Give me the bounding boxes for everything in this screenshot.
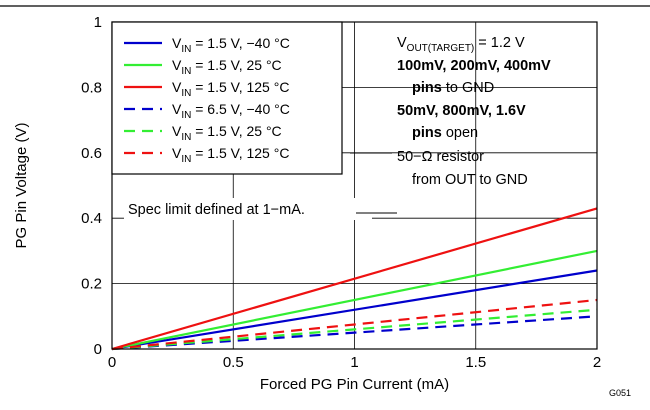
series-group — [111, 207, 598, 351]
spec-limit-note: Spec limit defined at 1−mA. — [128, 202, 305, 218]
series-line — [111, 269, 598, 351]
annotations: VOUT(TARGET) = 1.2 V 100mV, 200mV, 400mV p… — [124, 35, 551, 220]
x-tick-label: 2 — [593, 354, 601, 371]
x-axis-label: Forced PG Pin Current (mA) — [260, 376, 449, 393]
y-tick-label: 0.4 — [81, 210, 102, 227]
legend-box — [111, 21, 343, 175]
x-tick-label: 1 — [350, 354, 358, 371]
series-line — [111, 308, 598, 351]
y-axis-label: PG Pin Voltage (V) — [13, 123, 30, 249]
y-tick-label: 0.8 — [81, 79, 102, 96]
figure-id: G051 — [609, 388, 631, 398]
y-tick-label: 0.6 — [81, 145, 102, 162]
legend-label: VIN = 1.5 V, −40 °C — [172, 35, 290, 55]
axis-ticks: 0 0.5 1 1.5 2 0 0.2 0.4 0.6 0.8 1 — [81, 14, 601, 371]
condition-note: 50mV, 800mV, 1.6V — [397, 103, 526, 119]
condition-note: pins to GND — [412, 80, 494, 96]
series-line — [111, 249, 598, 351]
y-tick-label: 0.2 — [81, 276, 102, 293]
x-tick-label: 0.5 — [223, 354, 244, 371]
legend-label: VIN = 1.5 V, 125 °C — [172, 145, 289, 165]
condition-note: VOUT(TARGET) = 1.2 V — [397, 35, 525, 54]
y-tick-label: 1 — [94, 14, 102, 31]
condition-note: 100mV, 200mV, 400mV — [397, 58, 551, 74]
x-tick-label: 1.5 — [465, 354, 486, 371]
x-tick-label: 0 — [108, 354, 116, 371]
legend-label: VIN = 1.5 V, 25 °C — [172, 123, 282, 143]
condition-note: from OUT to GND — [412, 172, 528, 188]
legend-label: VIN = 6.5 V, −40 °C — [172, 101, 290, 121]
legend-label: VIN = 1.5 V, 125 °C — [172, 79, 289, 99]
condition-note: 50−Ω resistor — [397, 149, 484, 165]
plot-frame — [111, 21, 598, 350]
spec-limit-background — [124, 198, 372, 220]
legend-label: VIN = 1.5 V, 25 °C — [172, 57, 282, 77]
y-tick-label: 0 — [94, 341, 102, 358]
series-line — [111, 298, 598, 351]
condition-note: pins open — [412, 125, 478, 141]
series-line — [111, 207, 598, 351]
